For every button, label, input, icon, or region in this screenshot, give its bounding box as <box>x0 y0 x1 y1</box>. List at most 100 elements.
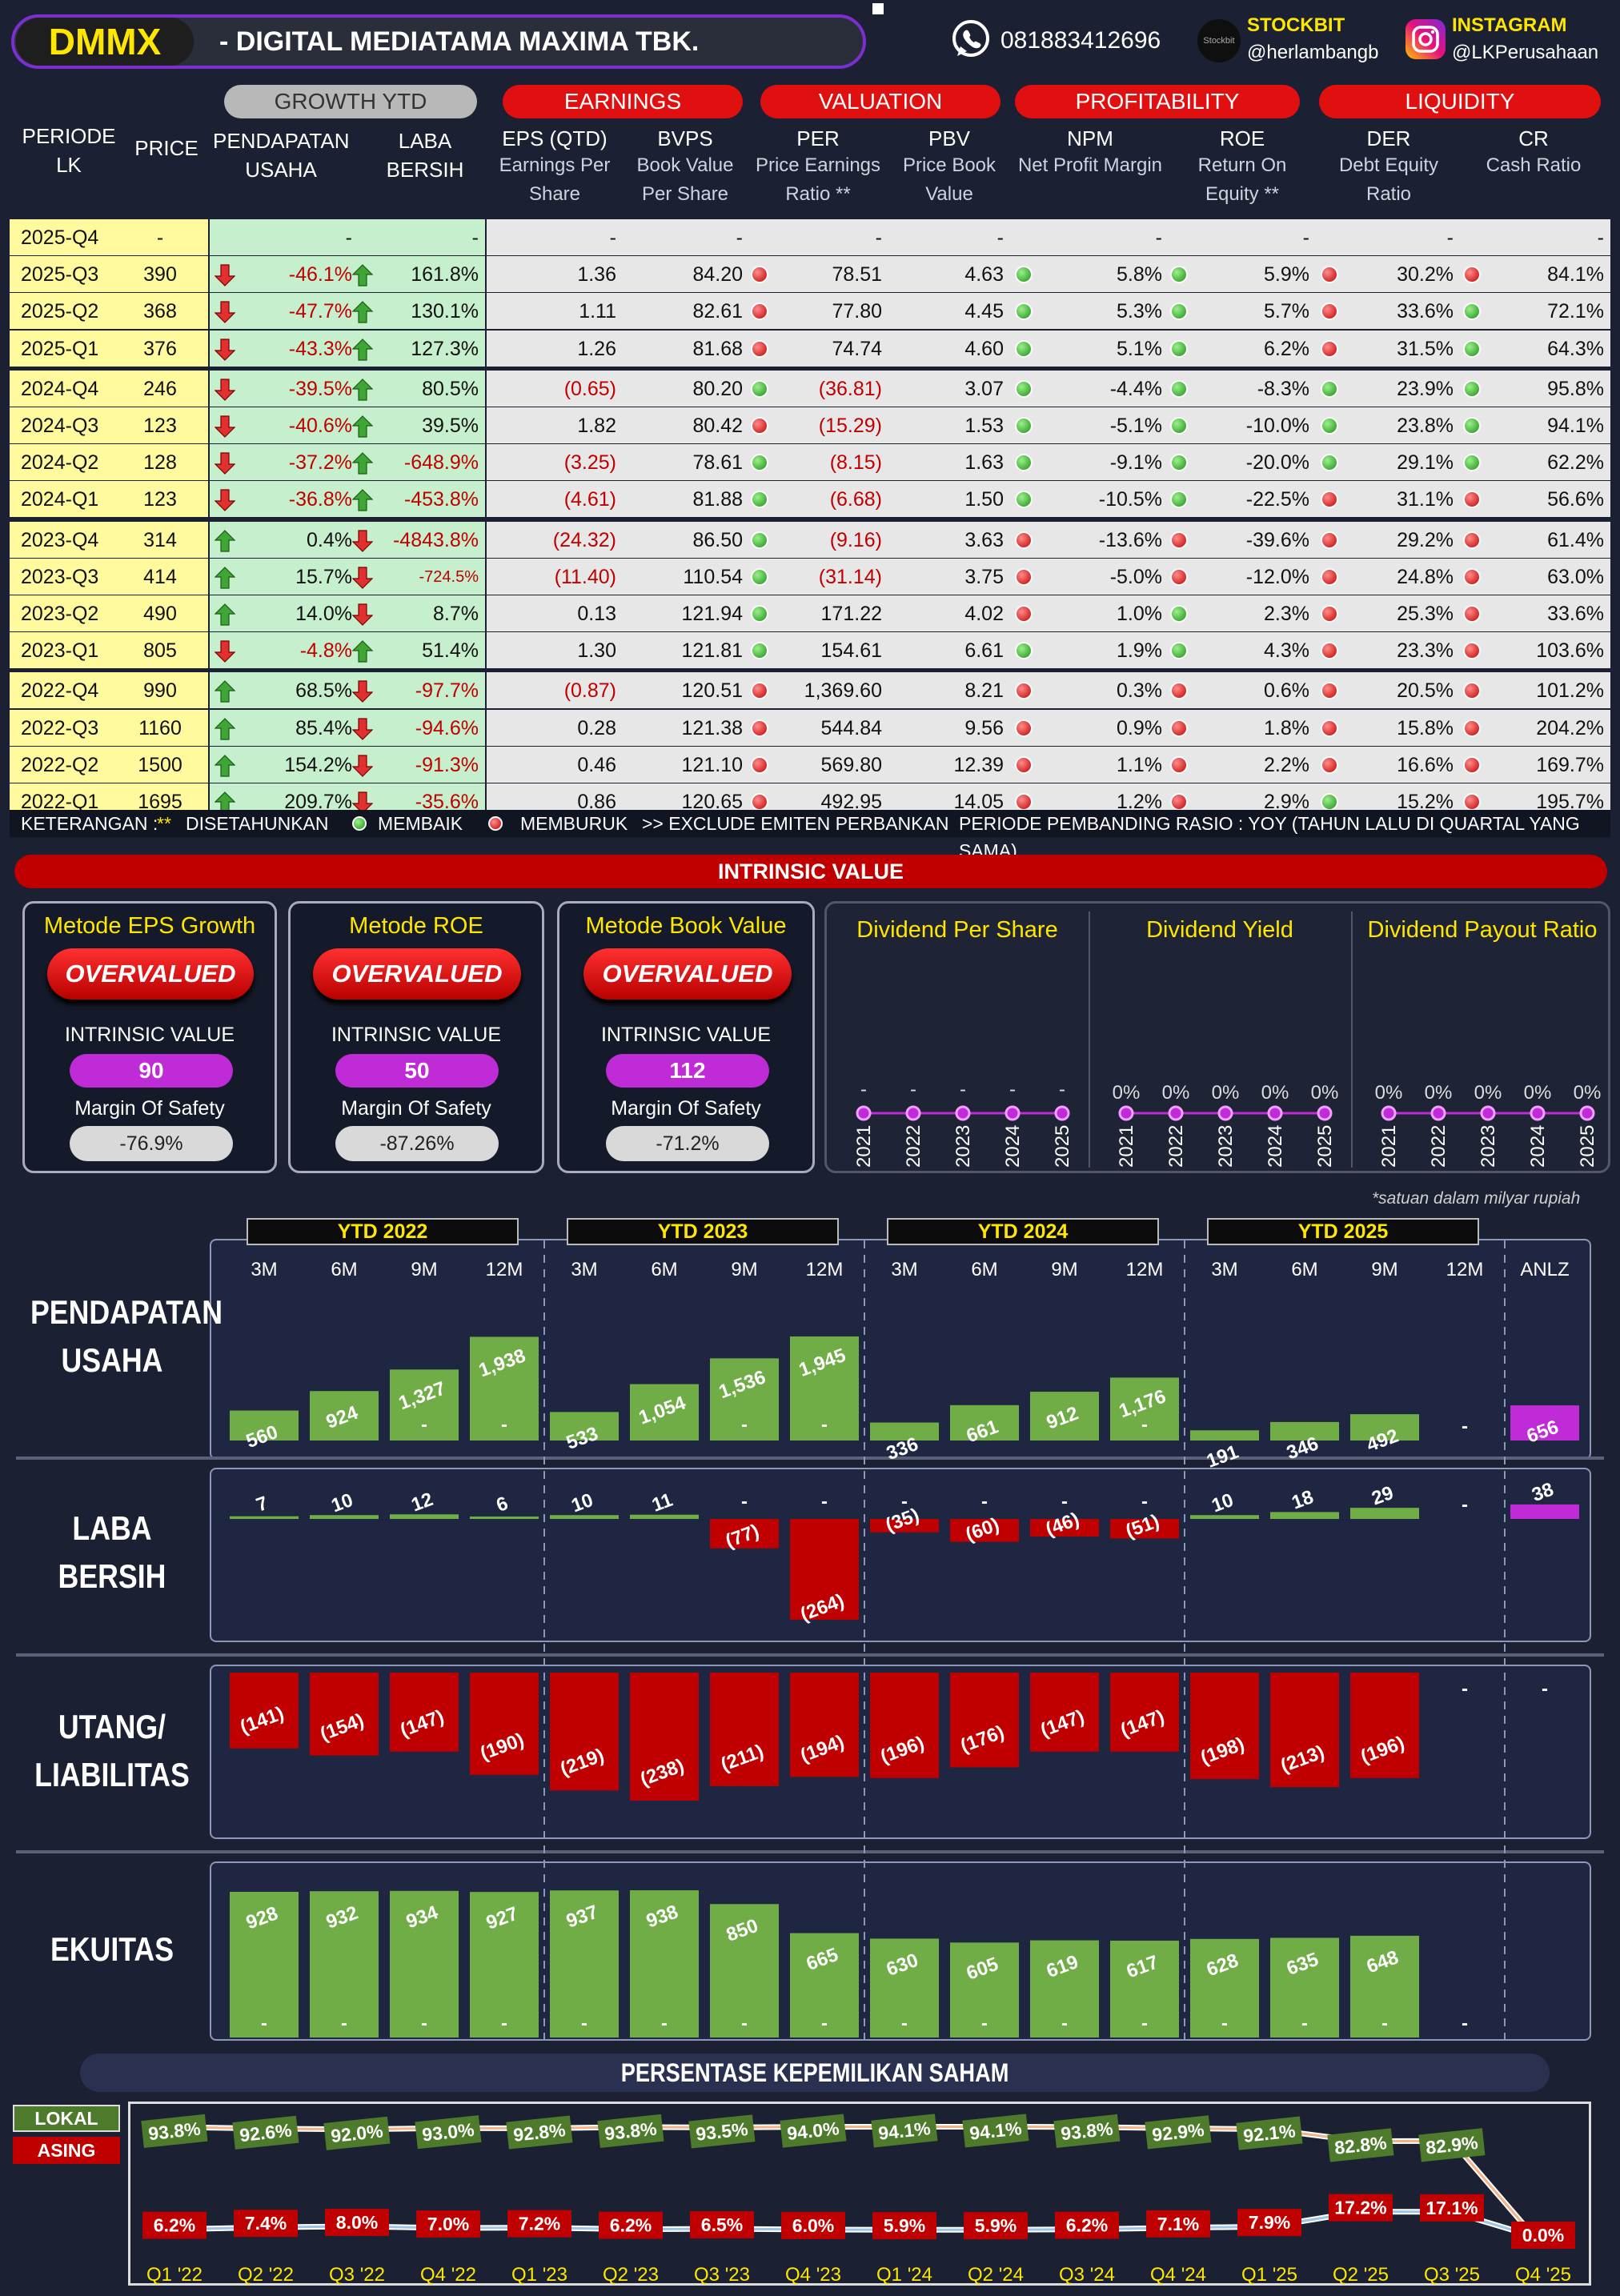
ytd-label-2024: YTD 2024 <box>887 1218 1159 1245</box>
bar-laba <box>1190 1515 1259 1519</box>
category-label: 3M <box>1211 1259 1237 1280</box>
cell-pbv: 12.39 <box>953 753 1004 776</box>
pendapatan-up-arrow-icon <box>214 680 236 703</box>
cell-price: 128 <box>143 451 177 475</box>
cell-price: 368 <box>143 300 177 323</box>
cell-der: 29.2% <box>1397 528 1454 551</box>
ownership-title: PERSENTASE KEPEMILIKAN SAHAM <box>80 2054 1550 2092</box>
x-tick-label: Q4 '22 <box>420 2264 476 2286</box>
bar-ekuitas <box>390 1890 459 2038</box>
x-tick-label: Q4 '23 <box>785 2264 841 2286</box>
cell-der: 20.5% <box>1397 679 1454 703</box>
cell-growth-pendapatan: -36.8% <box>288 488 352 511</box>
cell-growth-laba: -91.3% <box>415 753 479 776</box>
table-row: 2023-Q1 805 -4.8% 51.4% 1.30 121.81 154.61 6.61… <box>10 632 1610 669</box>
cell-per: - <box>875 226 882 249</box>
lokal-data-label: 92.6% <box>232 2115 299 2150</box>
cell-price: 805 <box>143 639 177 663</box>
col-eps: EPS (QTD) Earnings Per Share <box>499 126 611 205</box>
cell-eps: 1.30 <box>577 639 616 663</box>
group-valuation: VALUATION <box>760 85 1000 118</box>
dividend-value-label: - <box>910 1079 916 1100</box>
pendapatan-down-arrow-icon <box>214 640 236 663</box>
group-liquidity: LIQUIDITY <box>1319 85 1601 118</box>
series-line-asing <box>174 2210 1544 2241</box>
cell-growth-laba: 80.5% <box>422 377 479 400</box>
cell-periode: 2022-Q2 <box>21 753 99 776</box>
category-label: 12M <box>1446 1259 1484 1280</box>
bar-ekuitas <box>1350 1935 1419 2038</box>
pendapatan-up-arrow-icon <box>214 529 236 552</box>
cell-roe: -20.0% <box>1245 451 1309 475</box>
dividend-value-label: - <box>1009 1079 1016 1100</box>
dividend-value-label: 0% <box>1212 1082 1240 1104</box>
bar-sub-label: - <box>741 2013 748 2034</box>
cr-status-dot <box>1463 303 1481 321</box>
lokal-data-label: 92.8% <box>506 2115 573 2150</box>
cr-status-dot <box>1463 567 1481 586</box>
dividend-point <box>1530 1105 1546 1121</box>
cr-status-dot <box>1463 417 1481 435</box>
stockbit-handle: @herlambangb <box>1247 42 1379 63</box>
bar-ekuitas <box>790 1933 859 2038</box>
col-npm: NPM Net Profit Margin <box>1017 126 1163 176</box>
per-status-dot <box>751 266 768 284</box>
cell-der: 25.3% <box>1397 603 1454 625</box>
cell-per: 171.22 <box>820 603 882 625</box>
table-header: GROWTH YTD EARNINGS VALUATION PROFITABIL… <box>10 83 1610 219</box>
col-pbv: PBV Price Book Value <box>902 126 996 205</box>
bar-utang <box>230 1673 299 1749</box>
cell-growth-laba: 127.3% <box>411 337 479 360</box>
cell-growth-laba: -94.6% <box>415 716 479 739</box>
cell-growth-laba: 51.4% <box>422 639 479 663</box>
ticker-badge: DMMX <box>16 18 194 66</box>
cell-der: 30.2% <box>1397 263 1454 286</box>
cell-pbv: 14.05 <box>953 791 1004 813</box>
category-label: 6M <box>971 1259 997 1280</box>
per-status-dot <box>751 567 768 586</box>
bar-utang <box>1190 1673 1259 1780</box>
bar-sub-label: - <box>1061 2013 1068 2034</box>
lokal-data-label: 82.8% <box>1327 2128 1394 2162</box>
npm-status-dot <box>1015 303 1033 321</box>
cell-price: 390 <box>143 263 177 286</box>
per-status-dot <box>751 454 768 472</box>
cell-roe: 4.3% <box>1264 639 1309 663</box>
roe-status-dot <box>1170 417 1188 435</box>
cell-npm: - <box>1155 226 1162 249</box>
bar-sub-label: - <box>1141 1414 1148 1436</box>
svg-text:7.0%: 7.0% <box>427 2214 469 2234</box>
iv-value: 112 <box>606 1054 769 1088</box>
npm-status-dot <box>1015 642 1033 660</box>
cell-pbv: 3.07 <box>964 377 1004 400</box>
cell-periode: 2022-Q3 <box>21 716 99 739</box>
der-status-dot <box>1321 605 1338 623</box>
cell-npm: 5.3% <box>1117 300 1162 323</box>
cell-periode: 2023-Q2 <box>21 603 99 625</box>
dividend-point <box>1267 1105 1283 1121</box>
bar-laba <box>1110 1519 1179 1539</box>
cell-eps: 0.28 <box>577 716 616 739</box>
der-status-dot <box>1321 755 1338 774</box>
bar-utang <box>1110 1673 1179 1752</box>
roe-status-dot <box>1170 303 1188 321</box>
laba-up-arrow-icon <box>351 452 374 475</box>
dividend-point <box>1004 1105 1021 1121</box>
svg-text:6.5%: 6.5% <box>701 2214 743 2235</box>
x-tick-label: Q1 '25 <box>1241 2264 1297 2286</box>
laba-up-arrow-icon <box>351 415 374 438</box>
cell-der: 24.8% <box>1397 565 1454 588</box>
cell-bvps: 121.38 <box>681 716 743 739</box>
category-label: 12M <box>1126 1259 1164 1280</box>
bar-pendapatan <box>310 1391 379 1441</box>
laba-down-arrow-icon <box>351 603 374 626</box>
dividend-year-label: 2021 <box>853 1125 875 1168</box>
roe-status-dot <box>1170 567 1188 586</box>
bar-utang <box>550 1673 619 1791</box>
cell-per: 569.80 <box>820 753 882 776</box>
dividend-value-label: 0% <box>1425 1082 1453 1104</box>
dividend-title: Dividend Payout Ratio <box>1368 917 1598 943</box>
bar-laba <box>950 1519 1019 1542</box>
bar-pendapatan <box>390 1369 459 1441</box>
dividend-point <box>1480 1105 1496 1121</box>
